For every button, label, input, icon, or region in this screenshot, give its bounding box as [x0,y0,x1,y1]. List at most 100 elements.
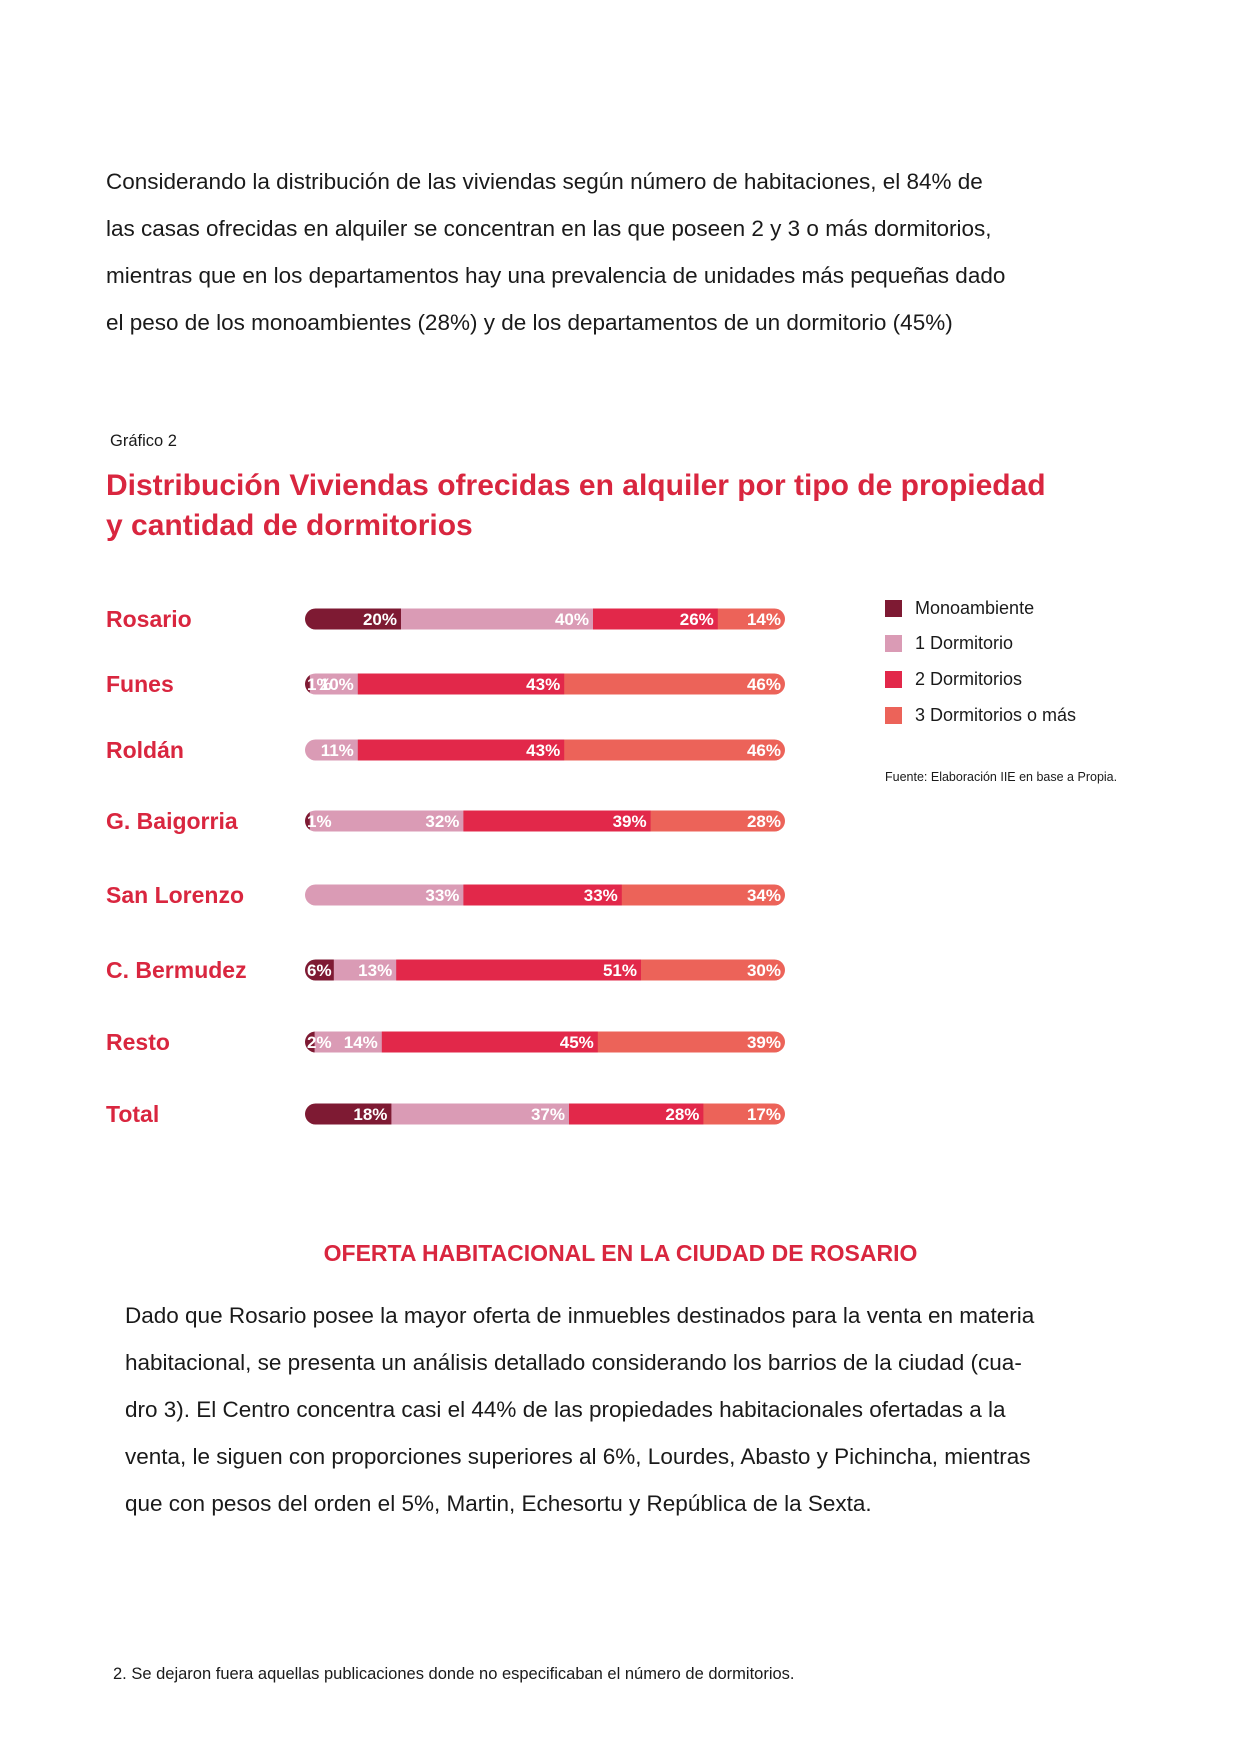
data-label: 46% [747,741,781,760]
legend-swatch [885,707,902,724]
category-label-resto: Resto [106,1029,170,1055]
bar-segment [357,673,566,695]
data-label: 46% [747,675,781,694]
bar-row-san-lorenzo [305,884,785,906]
bar-row-total [305,1103,785,1125]
bar-segment [396,959,642,981]
chart-title: Distribución Viviendas ofrecidas en alqu… [106,466,1146,546]
bar-row-g-baigorria [305,810,785,832]
data-label: 13% [358,961,392,980]
legend-label: Monoambiente [915,598,1035,618]
data-label: 14% [344,1033,378,1052]
bar-segment [333,959,398,981]
bar-segment [305,1031,316,1053]
body-line: dro 3). El Centro concentra casi el 44% … [125,1397,1006,1422]
body-line: venta, le siguen con proporciones superi… [125,1444,1031,1469]
bar-segment [463,884,623,906]
section-title: OFERTA HABITACIONAL EN LA CIUDAD DE ROSA… [323,1240,918,1266]
data-label: 40% [555,610,589,629]
intro-line: el peso de los monoambientes (28%) y de … [106,310,953,335]
bar-segment [717,608,785,630]
category-label-c-bermudez: C. Bermudez [106,957,247,983]
data-label: 33% [584,886,618,905]
category-label-rosario: Rosario [106,606,192,632]
stacked-bar-chart: Rosario 20% 40% 26% 14%Funes 1%10% 43% 46%Roldá… [106,606,785,1127]
bar-segment [314,1031,383,1053]
category-label-san-lorenzo: San Lorenzo [106,882,244,908]
bar-segment [650,810,785,832]
data-label: 1% [307,812,332,831]
intro-paragraph: Considerando la distribución de las vivi… [106,158,1146,346]
body-line: habitacional, se presenta un análisis de… [125,1350,1022,1375]
chart-title-line: y cantidad de dormitorios [106,509,473,542]
category-label-rold-n: Roldán [106,737,184,763]
legend-item-3-dormitorios: 3 Dormitorios o más [885,705,1076,726]
data-label: 43% [526,675,560,694]
bar-segment [593,608,719,630]
bar-segment [305,608,402,630]
bar-segment [621,884,785,906]
data-label: 39% [613,812,647,831]
bar-segment [463,810,652,832]
bar-segment [597,1031,785,1053]
bar-segment [305,739,359,761]
data-label: 43% [526,741,560,760]
data-label: 11% [321,741,354,760]
chart-title-line: Distribución Viviendas ofrecidas en alqu… [106,469,1046,502]
bar-segment [305,673,311,695]
legend-item-monoambiente: Monoambiente [885,598,1034,619]
data-label: 6% [307,961,332,980]
bar-segment [569,1103,705,1125]
bar-segment [309,810,465,832]
data-label: 30% [747,961,781,980]
body-line: que con pesos del orden el 5%, Martin, E… [125,1491,872,1516]
data-label: 2% [307,1033,332,1052]
bar-segment [309,673,359,695]
data-label: 1% [307,675,332,694]
bar-segment [305,810,311,832]
bar-row-rold-n [305,739,785,761]
chart-label: Gráfico 2 [110,432,177,450]
category-label-g-baigorria: G. Baigorria [106,808,238,834]
data-label: 28% [747,812,781,831]
intro-line: mientras que en los departamentos hay un… [106,263,1006,288]
bar-segment [391,1103,570,1125]
legend-label: 1 Dormitorio [915,633,1014,653]
bar-segment [357,739,566,761]
body-line: Dado que Rosario posee la mayor oferta d… [125,1303,1035,1328]
data-label: 37% [531,1105,565,1124]
data-label: 39% [747,1033,781,1052]
legend-item-1-dormitorio: 1 Dormitorio [885,633,1013,654]
data-label: 45% [560,1033,594,1052]
data-label: 10% [320,675,354,694]
legend-item-2-dormitorios: 2 Dormitorios [885,669,1022,690]
data-label: 28% [665,1105,699,1124]
bar-segment [703,1103,785,1125]
data-label: 32% [425,812,459,831]
chart-source: Fuente: Elaboración IIE en base a Propia… [885,769,1118,784]
bar-row-funes [305,673,785,695]
data-label: 14% [747,610,781,629]
data-label: 18% [353,1105,387,1124]
bar-segment [641,959,785,981]
legend-swatch [885,635,902,652]
bar-segment [305,959,335,981]
data-label: 51% [603,961,637,980]
bar-segment [305,1103,393,1125]
bar-segment [564,673,785,695]
category-label-total: Total [106,1101,159,1127]
footnote: 2. Se dejaron fuera aquellas publicacion… [113,1665,795,1683]
legend-label: 3 Dormitorios o más [915,705,1077,725]
category-label-funes: Funes [106,671,174,697]
data-label: 34% [747,886,781,905]
legend-swatch [885,600,902,617]
data-label: 17% [747,1105,781,1124]
legend-label: 2 Dormitorios [915,669,1023,689]
bar-segment [564,739,785,761]
intro-line: las casas ofrecidas en alquiler se conce… [106,216,992,241]
bar-row-resto [305,1031,785,1053]
bar-row-c-bermudez [305,959,785,981]
bar-segment [381,1031,599,1053]
data-label: 33% [425,886,459,905]
bar-row-rosario [305,608,785,630]
